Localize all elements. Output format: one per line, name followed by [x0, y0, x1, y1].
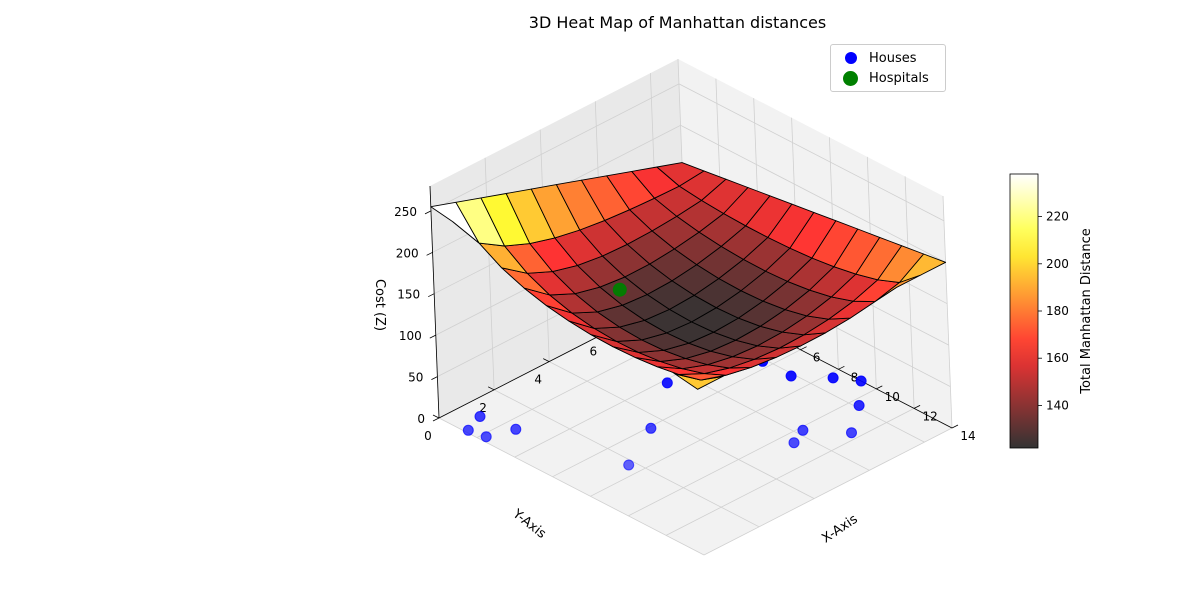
- x-grid-floor: [628, 388, 877, 517]
- y-tick-label: 6: [589, 344, 597, 358]
- colorbar-label: Total Manhattan Distance: [1079, 228, 1094, 395]
- y-axis-label: Y-Axis: [509, 506, 549, 542]
- x-axis-label: X-Axis: [819, 512, 860, 547]
- hospital-marker: [612, 282, 627, 297]
- z-tick-label: 150: [397, 288, 420, 302]
- floor-pane: [439, 291, 952, 555]
- house-marker: [623, 459, 635, 471]
- z-tick: [428, 293, 435, 298]
- chart-title: 3D Heat Map of Manhattan distances: [528, 13, 827, 32]
- colorbar-tick-label: 180: [1046, 304, 1069, 318]
- z-tick: [431, 376, 438, 380]
- z-axis-label: Cost (Z): [372, 279, 387, 331]
- y-grid-floor: [549, 361, 815, 499]
- legend-marker-hospitals: [843, 70, 858, 86]
- x-tick: [913, 405, 921, 409]
- y-tick-label: 0: [424, 429, 432, 443]
- y-grid-floor: [493, 389, 760, 528]
- colorbar: 140 160 180 200 220: [1009, 173, 1069, 449]
- surface-face: [656, 162, 705, 187]
- x-grid-floor: [552, 349, 801, 478]
- house-marker: [853, 400, 865, 411]
- house-marker: [785, 370, 797, 382]
- x-tick-label: 10: [885, 390, 900, 404]
- z-tick-label: 50: [408, 371, 423, 385]
- house-marker: [645, 422, 657, 434]
- x-tick-label: 14: [960, 429, 975, 443]
- surface: [430, 162, 947, 390]
- house-marker: [827, 372, 839, 384]
- hospital-markers: [612, 282, 627, 297]
- legend-label-hospitals: Hospitals: [869, 70, 929, 86]
- house-marker: [510, 423, 522, 435]
- x-grid-wall: [942, 195, 953, 429]
- z-tick-label: 0: [417, 412, 425, 426]
- house-marker: [480, 431, 492, 443]
- y-tick-label: 2: [479, 401, 487, 415]
- legend: Houses Hospitals: [830, 44, 946, 92]
- x-tick: [800, 346, 807, 351]
- x-tick: [951, 424, 959, 429]
- house-marker: [462, 424, 474, 436]
- colorbar-gradient: [1009, 173, 1039, 449]
- legend-item-hospitals: Hospitals: [831, 69, 929, 87]
- y-tick: [543, 358, 550, 362]
- y-tick-label: 4: [534, 373, 542, 387]
- legend-label-houses: Houses: [869, 50, 917, 66]
- house-marker: [797, 424, 809, 436]
- house-marker: [474, 411, 486, 422]
- z-axis-line: [429, 185, 440, 419]
- z-tick: [432, 417, 440, 422]
- x-tick: [876, 385, 883, 390]
- x-grid-floor: [703, 427, 953, 556]
- legend-item-houses: Houses: [831, 49, 917, 67]
- z-tick-label: 200: [396, 246, 419, 260]
- z-grid-right: [680, 124, 946, 263]
- x-tick: [838, 365, 845, 370]
- x-grid-floor: [590, 368, 839, 497]
- colorbar-tick-label: 200: [1046, 257, 1069, 271]
- y-tick: [487, 386, 495, 391]
- x-tick-label: 6: [813, 351, 821, 365]
- colorbar-tick-label: 140: [1046, 399, 1069, 413]
- house-marker: [855, 375, 867, 387]
- house-marker: [788, 437, 800, 449]
- z-tick: [429, 334, 436, 339]
- x-grid-floor: [665, 408, 915, 536]
- y-tick: [432, 414, 440, 419]
- z-grid-left: [430, 83, 680, 212]
- colorbar-tick-label: 220: [1046, 210, 1069, 224]
- x-tick-label: 12: [922, 409, 937, 423]
- house-marker: [846, 427, 857, 439]
- x-grid-wall: [904, 176, 915, 409]
- house-marker: [661, 377, 673, 389]
- x-tick-label: 8: [851, 370, 859, 384]
- legend-marker-houses: [845, 52, 857, 64]
- z-grid-right: [678, 83, 945, 222]
- z-tick: [426, 251, 433, 256]
- z-tick: [424, 210, 432, 215]
- z-tick-label: 100: [399, 329, 422, 343]
- z-tick-label: 250: [394, 205, 417, 219]
- colorbar-tick-label: 160: [1046, 351, 1069, 365]
